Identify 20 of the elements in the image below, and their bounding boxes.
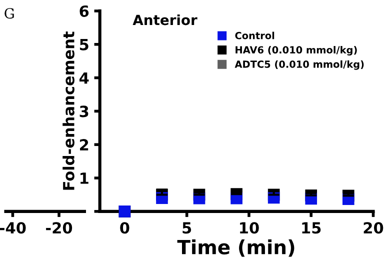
chart-title: Anterior xyxy=(132,14,198,26)
x-tick-label: -40 xyxy=(0,222,26,234)
legend-label: Control xyxy=(235,32,274,40)
legend-label: ADTC5 (0.010 mmol/kg) xyxy=(234,60,364,70)
y-tick-label: 3 xyxy=(80,106,88,118)
y-tick-label: 2 xyxy=(80,139,88,150)
annotation: G xyxy=(4,8,14,19)
legend-label: HAV6 (0.010 mmol/kg) xyxy=(236,46,357,56)
x-tick-label: 10 xyxy=(240,222,259,234)
y-tick-label: 6 xyxy=(80,5,89,17)
x-tick-label: 15 xyxy=(302,222,321,234)
y-axis-title: Fold-enhancement xyxy=(62,32,74,190)
y-tick-label: 4 xyxy=(79,72,89,84)
x-tick-label: 20 xyxy=(364,222,384,234)
x-axis-title: Time (min) xyxy=(177,239,294,257)
x-tick-label: 5 xyxy=(182,222,192,234)
y-tick-label: 5 xyxy=(80,39,88,50)
y-tick-label: 1 xyxy=(80,172,88,184)
x-tick-label: -20 xyxy=(46,222,72,234)
x-tick-label: 0 xyxy=(120,222,130,234)
